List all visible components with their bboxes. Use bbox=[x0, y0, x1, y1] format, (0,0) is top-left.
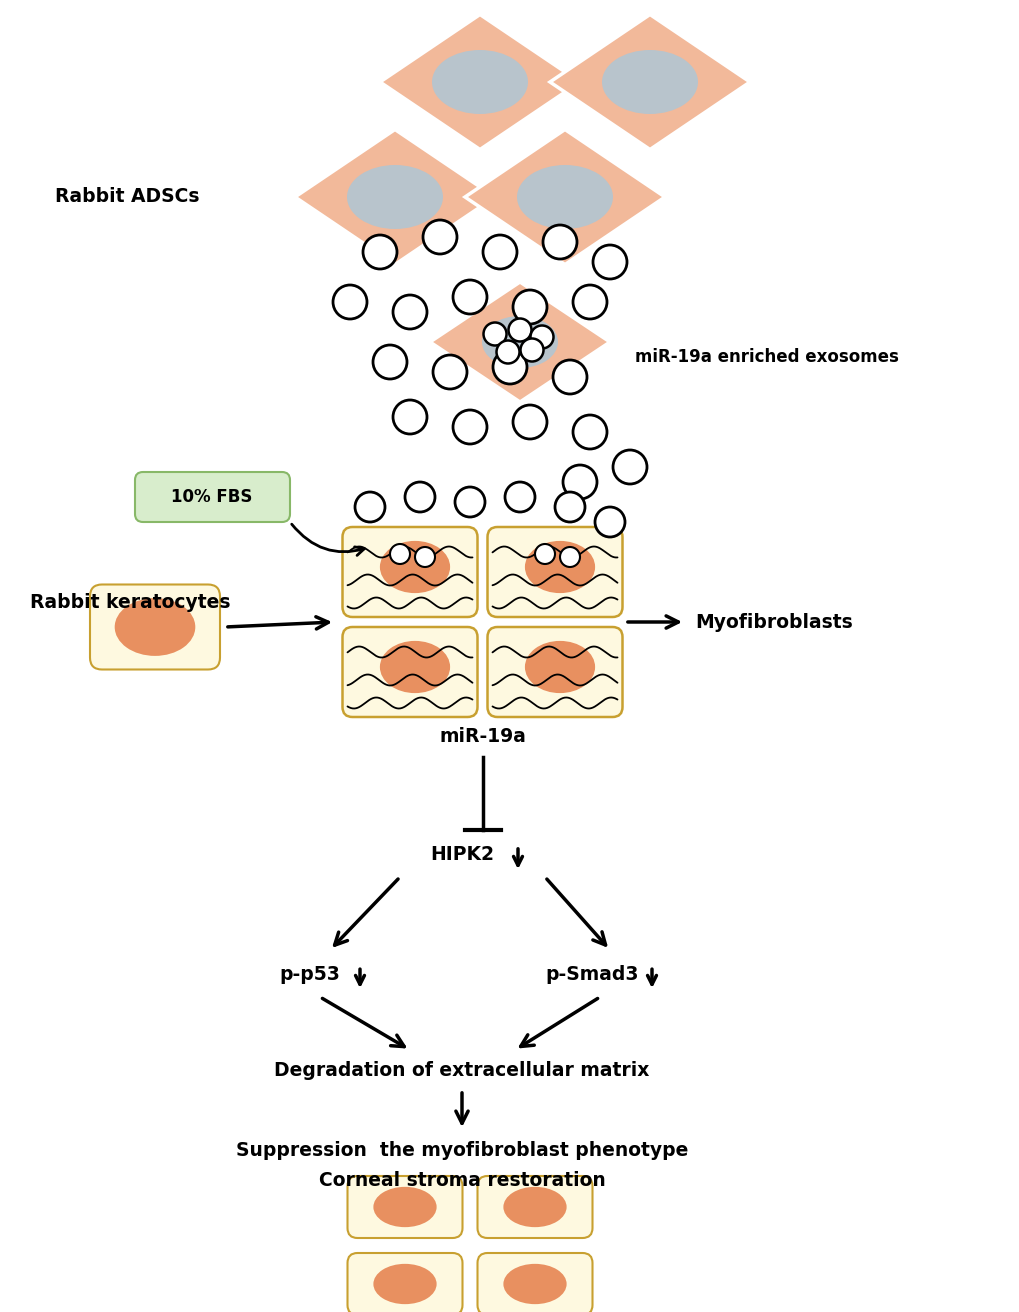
Circle shape bbox=[530, 325, 553, 349]
Circle shape bbox=[508, 319, 531, 341]
Circle shape bbox=[559, 547, 580, 567]
FancyBboxPatch shape bbox=[477, 1253, 592, 1312]
FancyBboxPatch shape bbox=[135, 472, 289, 522]
Circle shape bbox=[594, 506, 625, 537]
Circle shape bbox=[542, 224, 577, 258]
Text: Suppression  the myofibroblast phenotype: Suppression the myofibroblast phenotype bbox=[235, 1140, 688, 1160]
Text: Corneal stroma restoration: Corneal stroma restoration bbox=[318, 1170, 605, 1190]
Ellipse shape bbox=[525, 640, 594, 693]
FancyArrowPatch shape bbox=[291, 525, 364, 555]
Ellipse shape bbox=[432, 50, 528, 114]
Text: HIPK2: HIPK2 bbox=[430, 845, 493, 863]
Circle shape bbox=[573, 415, 606, 449]
Circle shape bbox=[496, 341, 519, 363]
Text: Rabbit ADSCs: Rabbit ADSCs bbox=[55, 188, 200, 206]
Polygon shape bbox=[549, 14, 749, 150]
FancyBboxPatch shape bbox=[347, 1253, 462, 1312]
Circle shape bbox=[452, 409, 486, 443]
Circle shape bbox=[513, 405, 546, 440]
FancyBboxPatch shape bbox=[487, 527, 622, 617]
Ellipse shape bbox=[482, 316, 557, 367]
Text: 10% FBS: 10% FBS bbox=[171, 488, 253, 506]
Circle shape bbox=[552, 359, 586, 394]
Circle shape bbox=[483, 323, 506, 345]
Circle shape bbox=[573, 285, 606, 319]
Circle shape bbox=[483, 235, 517, 269]
Ellipse shape bbox=[379, 541, 449, 593]
Circle shape bbox=[423, 220, 457, 255]
Ellipse shape bbox=[114, 598, 195, 656]
FancyBboxPatch shape bbox=[347, 1176, 462, 1239]
FancyBboxPatch shape bbox=[342, 627, 477, 716]
Text: p-Smad3: p-Smad3 bbox=[545, 964, 638, 984]
Circle shape bbox=[612, 450, 646, 484]
Circle shape bbox=[535, 544, 554, 564]
Polygon shape bbox=[430, 282, 609, 401]
Ellipse shape bbox=[373, 1263, 436, 1304]
Circle shape bbox=[415, 547, 434, 567]
Text: p-p53: p-p53 bbox=[279, 964, 340, 984]
Text: Rabbit keratocytes: Rabbit keratocytes bbox=[30, 593, 230, 611]
Text: Degradation of extracellular matrix: Degradation of extracellular matrix bbox=[274, 1060, 649, 1080]
Text: miR-19a: miR-19a bbox=[439, 727, 526, 747]
Ellipse shape bbox=[346, 165, 442, 230]
Circle shape bbox=[389, 544, 410, 564]
Text: miR-19a enriched exosomes: miR-19a enriched exosomes bbox=[635, 348, 898, 366]
Ellipse shape bbox=[517, 165, 612, 230]
Polygon shape bbox=[380, 14, 580, 150]
FancyBboxPatch shape bbox=[90, 585, 220, 669]
Circle shape bbox=[392, 400, 427, 434]
Ellipse shape bbox=[373, 1187, 436, 1227]
Circle shape bbox=[373, 345, 407, 379]
Ellipse shape bbox=[601, 50, 697, 114]
FancyBboxPatch shape bbox=[342, 527, 477, 617]
Circle shape bbox=[520, 338, 543, 362]
Circle shape bbox=[332, 285, 367, 319]
Circle shape bbox=[592, 245, 627, 279]
Circle shape bbox=[405, 482, 434, 512]
FancyBboxPatch shape bbox=[477, 1176, 592, 1239]
Circle shape bbox=[392, 295, 427, 329]
Circle shape bbox=[355, 492, 384, 522]
Circle shape bbox=[513, 290, 546, 324]
Circle shape bbox=[363, 235, 396, 269]
Circle shape bbox=[554, 492, 585, 522]
Polygon shape bbox=[465, 130, 664, 265]
Polygon shape bbox=[294, 130, 494, 265]
Circle shape bbox=[433, 356, 467, 388]
Circle shape bbox=[562, 464, 596, 499]
Ellipse shape bbox=[379, 640, 449, 693]
Text: Myofibroblasts: Myofibroblasts bbox=[694, 613, 852, 631]
Ellipse shape bbox=[503, 1187, 567, 1227]
FancyBboxPatch shape bbox=[487, 627, 622, 716]
Circle shape bbox=[492, 350, 527, 384]
Circle shape bbox=[454, 487, 484, 517]
Ellipse shape bbox=[525, 541, 594, 593]
Ellipse shape bbox=[503, 1263, 567, 1304]
Circle shape bbox=[504, 482, 535, 512]
Circle shape bbox=[452, 279, 486, 314]
